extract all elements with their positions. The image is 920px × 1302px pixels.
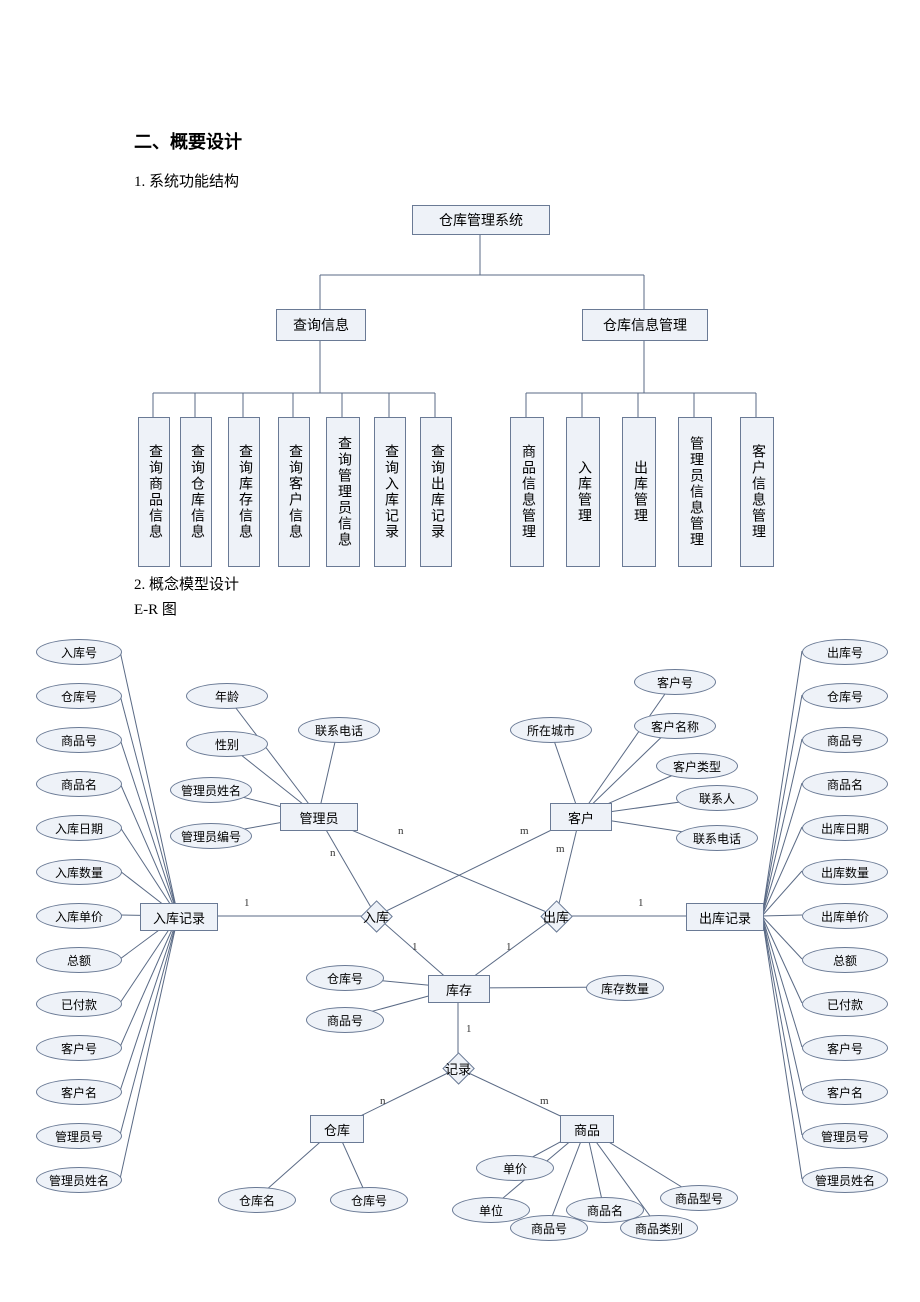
er-attr-outrec: 商品名 [802,771,888,797]
er-attr-outrec: 管理员号 [802,1123,888,1149]
er-attr-cust: 所在城市 [510,717,592,743]
er-attr-outrec: 管理员姓名 [802,1167,888,1193]
er-attr-outrec: 总额 [802,947,888,973]
er-attr-outrec: 出库日期 [802,815,888,841]
er-diagram: 入库记录管理员客户出库记录库存仓库商品入库出库记录入库号仓库号商品号商品名入库日… [0,625,920,1265]
er-attr-outrec: 出库单价 [802,903,888,929]
er-entity-outrec: 出库记录 [686,903,764,931]
er-attr-goods: 单价 [476,1155,554,1181]
tree-mid-q: 查询信息 [276,309,366,341]
tree-diagram: 仓库管理系统查询信息 仓库信息管理查询商品信息查询仓库信息查询库存信息查询客户信息… [0,199,920,567]
tree-leaf: 查询出库记录 [420,417,452,567]
er-attr-outrec: 商品号 [802,727,888,753]
er-entity-goods: 商品 [560,1115,614,1143]
er-attr-inrec: 总额 [36,947,122,973]
er-attr-inrec: 仓库号 [36,683,122,709]
er-attr-mgr: 联系电话 [298,717,380,743]
er-attr-goods: 商品类别 [620,1215,698,1241]
tree-leaf: 查询管理员信息 [326,417,360,567]
er-cardinality: 1 [506,941,512,953]
er-cardinality: n [398,825,404,837]
section-1-title: 1. 系统功能结构 [134,170,920,191]
tree-leaf: 管理员信息管理 [678,417,712,567]
er-cardinality: n [330,847,336,859]
er-attr-inrec: 入库数量 [36,859,122,885]
er-attr-inrec: 客户号 [36,1035,122,1061]
er-attr-wh: 仓库号 [330,1187,408,1213]
er-attr-inrec: 商品号 [36,727,122,753]
er-entity-cust: 客户 [550,803,612,831]
er-attr-inrec: 商品名 [36,771,122,797]
heading-main: 二、概要设计 [134,128,920,154]
er-attr-cust: 联系人 [676,785,758,811]
er-attr-inrec: 入库单价 [36,903,122,929]
er-attr-outrec: 客户号 [802,1035,888,1061]
tree-leaf: 商品信息管理 [510,417,544,567]
er-attr-cust: 客户号 [634,669,716,695]
er-entity-stock: 库存 [428,975,490,1003]
er-cardinality: n [380,1095,386,1107]
er-attr-outrec: 出库数量 [802,859,888,885]
er-attr-inrec: 已付款 [36,991,122,1017]
er-attr-stock: 库存数量 [586,975,664,1001]
er-attr-cust: 客户类型 [656,753,738,779]
er-attr-inrec: 入库号 [36,639,122,665]
er-cardinality: 1 [412,941,418,953]
tree-mid-m: 仓库信息管理 [582,309,708,341]
er-attr-outrec: 出库号 [802,639,888,665]
tree-leaf: 查询仓库信息 [180,417,212,567]
er-attr-inrec: 管理员号 [36,1123,122,1149]
er-entity-mgr: 管理员 [280,803,358,831]
er-attr-outrec: 仓库号 [802,683,888,709]
er-attr-mgr: 管理员编号 [170,823,252,849]
er-attr-stock: 商品号 [306,1007,384,1033]
er-entity-wh: 仓库 [310,1115,364,1143]
er-attr-goods: 商品型号 [660,1185,738,1211]
er-entity-inrec: 入库记录 [140,903,218,931]
er-attr-inrec: 入库日期 [36,815,122,841]
tree-leaf: 入库管理 [566,417,600,567]
tree-leaf: 查询客户信息 [278,417,310,567]
er-attr-outrec: 已付款 [802,991,888,1017]
er-attr-mgr: 管理员姓名 [170,777,252,803]
er-attr-outrec: 客户名 [802,1079,888,1105]
er-cardinality: m [556,843,565,855]
er-relation-out: 出库 [528,901,584,931]
er-relation-rec: 记录 [430,1053,486,1083]
er-attr-wh: 仓库名 [218,1187,296,1213]
section-3-title: E-R 图 [134,598,920,619]
tree-leaf: 查询商品信息 [138,417,170,567]
tree-leaf: 查询入库记录 [374,417,406,567]
tree-leaf: 查询库存信息 [228,417,260,567]
er-cardinality: m [520,825,529,837]
er-attr-mgr: 年龄 [186,683,268,709]
section-2-title: 2. 概念模型设计 [134,573,920,594]
er-attr-cust: 客户名称 [634,713,716,739]
er-attr-inrec: 客户名 [36,1079,122,1105]
er-attr-mgr: 性别 [186,731,268,757]
er-attr-inrec: 管理员姓名 [36,1167,122,1193]
tree-leaf: 客户信息管理 [740,417,774,567]
tree-leaf: 出库管理 [622,417,656,567]
er-cardinality: 1 [244,897,250,909]
er-cardinality: m [540,1095,549,1107]
er-cardinality: 1 [638,897,644,909]
er-cardinality: 1 [466,1023,472,1035]
er-attr-cust: 联系电话 [676,825,758,851]
tree-root: 仓库管理系统 [412,205,550,235]
er-attr-stock: 仓库号 [306,965,384,991]
er-relation-in: 入库 [348,901,404,931]
